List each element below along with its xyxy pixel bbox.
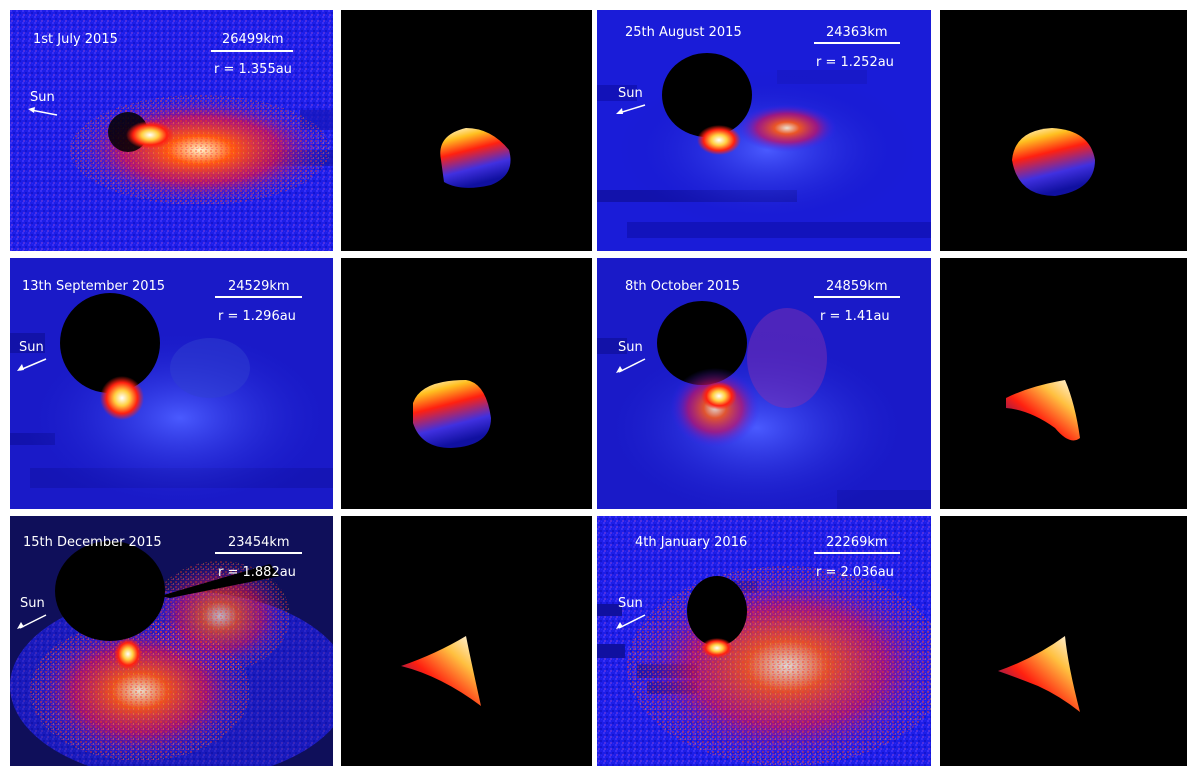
sun-label: Sun <box>20 596 45 611</box>
observation-date: 4th January 2016 <box>635 535 748 550</box>
nucleus-model-panel-6 <box>940 516 1187 766</box>
sun-label: Sun <box>30 90 55 105</box>
heliocentric-distance: r = 1.252au <box>816 55 894 70</box>
observation-date: 25th August 2015 <box>625 25 742 40</box>
scale-label: 23454km <box>228 535 290 550</box>
scale-bar <box>215 552 302 554</box>
nucleus-model-panel-2 <box>940 10 1187 251</box>
scale-label: 24363km <box>826 25 888 40</box>
heliocentric-distance: r = 2.036au <box>816 565 894 580</box>
sun-direction-arrow-icon <box>616 104 646 114</box>
nucleus-model-6 <box>998 636 1080 712</box>
heliocentric-distance: r = 1.41au <box>820 309 890 324</box>
heliocentric-distance: r = 1.882au <box>218 565 296 580</box>
nucleus-model-panel-5 <box>341 516 592 766</box>
coma-image-4 <box>597 258 931 509</box>
scale-label: 24529km <box>228 279 290 294</box>
heliocentric-distance: r = 1.296au <box>218 309 296 324</box>
sun-direction-arrow-icon <box>616 358 646 373</box>
scale-label: 24859km <box>826 279 888 294</box>
coma-image-panel-3: 13th September 2015 24529km r = 1.296au … <box>10 258 333 509</box>
scale-bar <box>814 296 900 298</box>
sun-label: Sun <box>19 340 44 355</box>
scale-bar <box>814 42 900 44</box>
coma-image-panel-4: 8th October 2015 24859km r = 1.41au Sun <box>597 258 931 509</box>
sun-direction-arrow-icon <box>28 107 58 116</box>
nucleus-model-4 <box>1006 380 1080 441</box>
coma-image-panel-1: 1st July 2015 26499km r = 1.355au Sun <box>10 10 333 251</box>
scale-bar <box>211 50 293 52</box>
observation-date: 15th December 2015 <box>23 535 162 550</box>
coma-image-5 <box>10 516 333 766</box>
sun-direction-arrow-icon <box>17 358 47 371</box>
observation-date: 8th October 2015 <box>625 279 740 294</box>
coma-image-panel-5: 15th December 2015 23454km r = 1.882au S… <box>10 516 333 766</box>
coma-image-2 <box>597 10 931 251</box>
nucleus-model-1 <box>440 128 511 188</box>
nucleus-model-3 <box>413 380 491 448</box>
coma-image-3 <box>10 258 333 509</box>
sun-label: Sun <box>618 596 643 611</box>
nucleus-model-panel-1 <box>341 10 592 251</box>
scale-bar <box>215 296 302 298</box>
nucleus-model-panel-3 <box>341 258 592 509</box>
scale-bar <box>814 552 900 554</box>
coma-image-panel-6: 4th January 2016 22269km r = 2.036au Sun <box>597 516 931 766</box>
sun-label: Sun <box>618 86 643 101</box>
sun-direction-arrow-icon <box>17 614 47 629</box>
heliocentric-distance: r = 1.355au <box>214 62 292 77</box>
observation-date: 13th September 2015 <box>22 279 166 294</box>
sun-label: Sun <box>618 340 643 355</box>
nucleus-model-2 <box>1012 128 1095 196</box>
coma-image-panel-2: 25th August 2015 24363km r = 1.252au Sun <box>597 10 931 251</box>
observation-date: 1st July 2015 <box>33 32 118 47</box>
scale-label: 26499km <box>222 32 284 47</box>
nucleus-model-5 <box>401 636 481 706</box>
scale-label: 22269km <box>826 535 888 550</box>
coma-image-6 <box>597 516 931 766</box>
sun-direction-arrow-icon <box>616 614 646 629</box>
nucleus-model-panel-4 <box>940 258 1187 509</box>
